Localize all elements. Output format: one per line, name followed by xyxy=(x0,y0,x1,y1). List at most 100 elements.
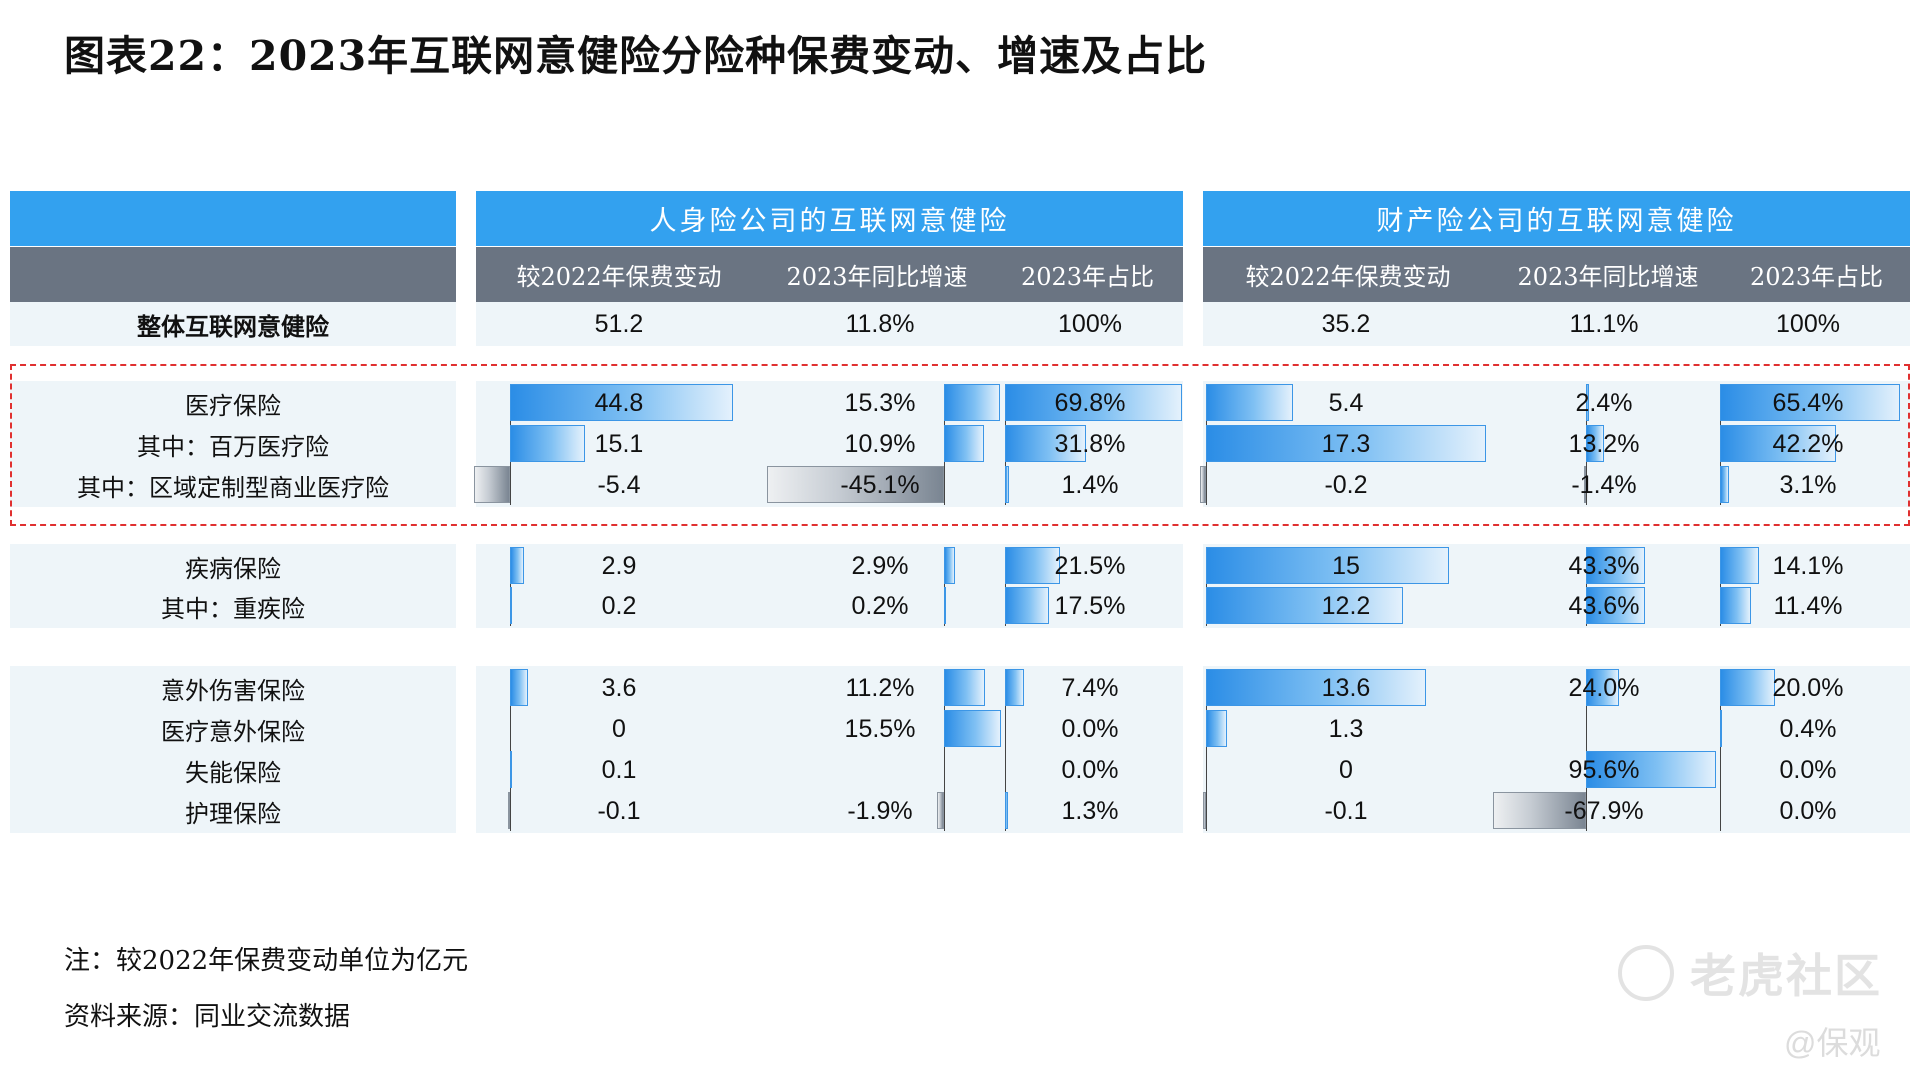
data-label: 42.2% xyxy=(1772,429,1844,458)
bar-mark xyxy=(944,587,946,624)
bar-mark xyxy=(1586,384,1590,421)
data-label: 0.0% xyxy=(1061,714,1119,743)
bar-mark xyxy=(944,547,955,584)
data-label: 0.0% xyxy=(1061,755,1119,784)
data-label: 17.5% xyxy=(1054,591,1126,620)
data-label: 2.4% xyxy=(1575,388,1633,417)
data-label: 0 xyxy=(1339,755,1353,784)
row-label: 疾病保险 xyxy=(185,554,281,583)
group-header-life: 人身险公司的互联网意健险 xyxy=(476,191,1183,246)
data-label: 11.4% xyxy=(1773,591,1843,620)
row-band xyxy=(10,666,456,833)
data-label: 43.3% xyxy=(1568,551,1640,580)
data-label: -45.1% xyxy=(840,470,920,499)
data-label: 10.9% xyxy=(844,429,916,458)
row-label: 其中：百万医疗险 xyxy=(137,432,329,461)
bar-mark xyxy=(1206,547,1449,584)
bar-mark xyxy=(1720,384,1900,421)
bar-axis xyxy=(1206,670,1207,831)
col-header-pc-growth: 2023年同比增速 xyxy=(1517,263,1699,291)
row-label: 其中：区域定制型商业医疗险 xyxy=(77,473,389,502)
data-label: -67.9% xyxy=(1564,796,1644,825)
row-label: 失能保险 xyxy=(185,758,281,787)
bar-mark xyxy=(510,425,586,462)
data-label: 0.0% xyxy=(1779,755,1837,784)
bar-mark xyxy=(1005,587,1050,624)
row-label: 医疗保险 xyxy=(185,391,281,420)
bar-mark xyxy=(944,710,1001,747)
bar-mark xyxy=(1206,425,1486,462)
row-band xyxy=(10,544,456,628)
data-label: 2.9% xyxy=(851,551,909,580)
highlight-box xyxy=(10,364,1910,526)
bar-mark xyxy=(1586,751,1716,788)
data-label: 31.8% xyxy=(1054,429,1126,458)
group-subheader-life xyxy=(476,247,1183,302)
bar-mark xyxy=(1206,710,1228,747)
bar-axis xyxy=(1586,670,1587,831)
bar-mark xyxy=(508,792,510,829)
row-label: 医疗意外保险 xyxy=(161,717,305,746)
bar-mark xyxy=(510,587,512,624)
row-band xyxy=(10,381,456,507)
bar-mark xyxy=(1586,547,1645,584)
data-label: 69.8% xyxy=(1054,388,1126,417)
col-header-pc-change: 较2022年保费变动 xyxy=(1245,263,1451,291)
data-label: 43.6% xyxy=(1568,591,1640,620)
data-label: 0.0% xyxy=(1779,796,1837,825)
bar-mark xyxy=(1586,669,1619,706)
data-label: 11.8% xyxy=(845,309,915,338)
data-label: 3.1% xyxy=(1779,470,1837,499)
group-header-pc: 财产险公司的互联网意健险 xyxy=(1203,191,1910,246)
bar-mark xyxy=(510,384,734,421)
col-header-life-change: 较2022年保费变动 xyxy=(516,263,722,291)
row-band xyxy=(10,302,456,346)
data-label: 21.5% xyxy=(1054,551,1126,580)
data-label: 1.3 xyxy=(1328,714,1364,743)
data-label: 35.2 xyxy=(1321,309,1371,338)
bar-mark xyxy=(510,547,525,584)
bar-mark xyxy=(936,792,944,829)
data-label: 15 xyxy=(1332,551,1360,580)
data-label: 95.6% xyxy=(1568,755,1640,784)
group-subheader-pc xyxy=(1203,247,1910,302)
bar-mark xyxy=(474,466,510,503)
data-label: -1.4% xyxy=(1571,470,1637,499)
bar-mark xyxy=(1203,792,1206,829)
bar-mark xyxy=(1005,425,1086,462)
data-label: 13.6 xyxy=(1321,673,1371,702)
bar-mark xyxy=(1206,587,1404,624)
row-band xyxy=(476,544,1183,628)
data-label: 14.1% xyxy=(1772,551,1844,580)
bar-mark xyxy=(1005,384,1182,421)
bar-mark xyxy=(944,669,986,706)
col-header-life-growth: 2023年同比增速 xyxy=(786,263,968,291)
bar-mark xyxy=(944,425,985,462)
data-label: 13.2% xyxy=(1568,429,1640,458)
bar-mark xyxy=(767,466,944,503)
bar-axis xyxy=(944,670,945,831)
col-header-pc-share: 2023年占比 xyxy=(1749,263,1884,291)
watermark-sub: @保观 xyxy=(1784,1025,1881,1061)
data-label: 100% xyxy=(1058,309,1122,338)
bar-mark xyxy=(1005,669,1024,706)
bar-mark xyxy=(1720,466,1729,503)
data-label: -0.1 xyxy=(597,796,641,825)
bar-axis xyxy=(510,670,511,831)
bar-mark xyxy=(1720,587,1752,624)
data-label: 7.4% xyxy=(1061,673,1119,702)
data-label xyxy=(810,750,950,790)
data-label: -0.1 xyxy=(1324,796,1368,825)
bar-mark xyxy=(1005,466,1009,503)
row-label: 意外伤害保险 xyxy=(161,676,305,705)
data-label: 15.3% xyxy=(844,388,916,417)
bar-axis xyxy=(1720,670,1721,831)
left-header-spacer xyxy=(10,191,456,246)
bar-mark xyxy=(1720,547,1759,584)
row-band xyxy=(476,666,1183,833)
data-label: 2.9 xyxy=(601,551,637,580)
bar-mark xyxy=(1493,792,1586,829)
left-header-spacer-gray xyxy=(10,247,456,302)
data-label: 0.1 xyxy=(601,755,637,784)
bar-mark xyxy=(510,751,512,788)
